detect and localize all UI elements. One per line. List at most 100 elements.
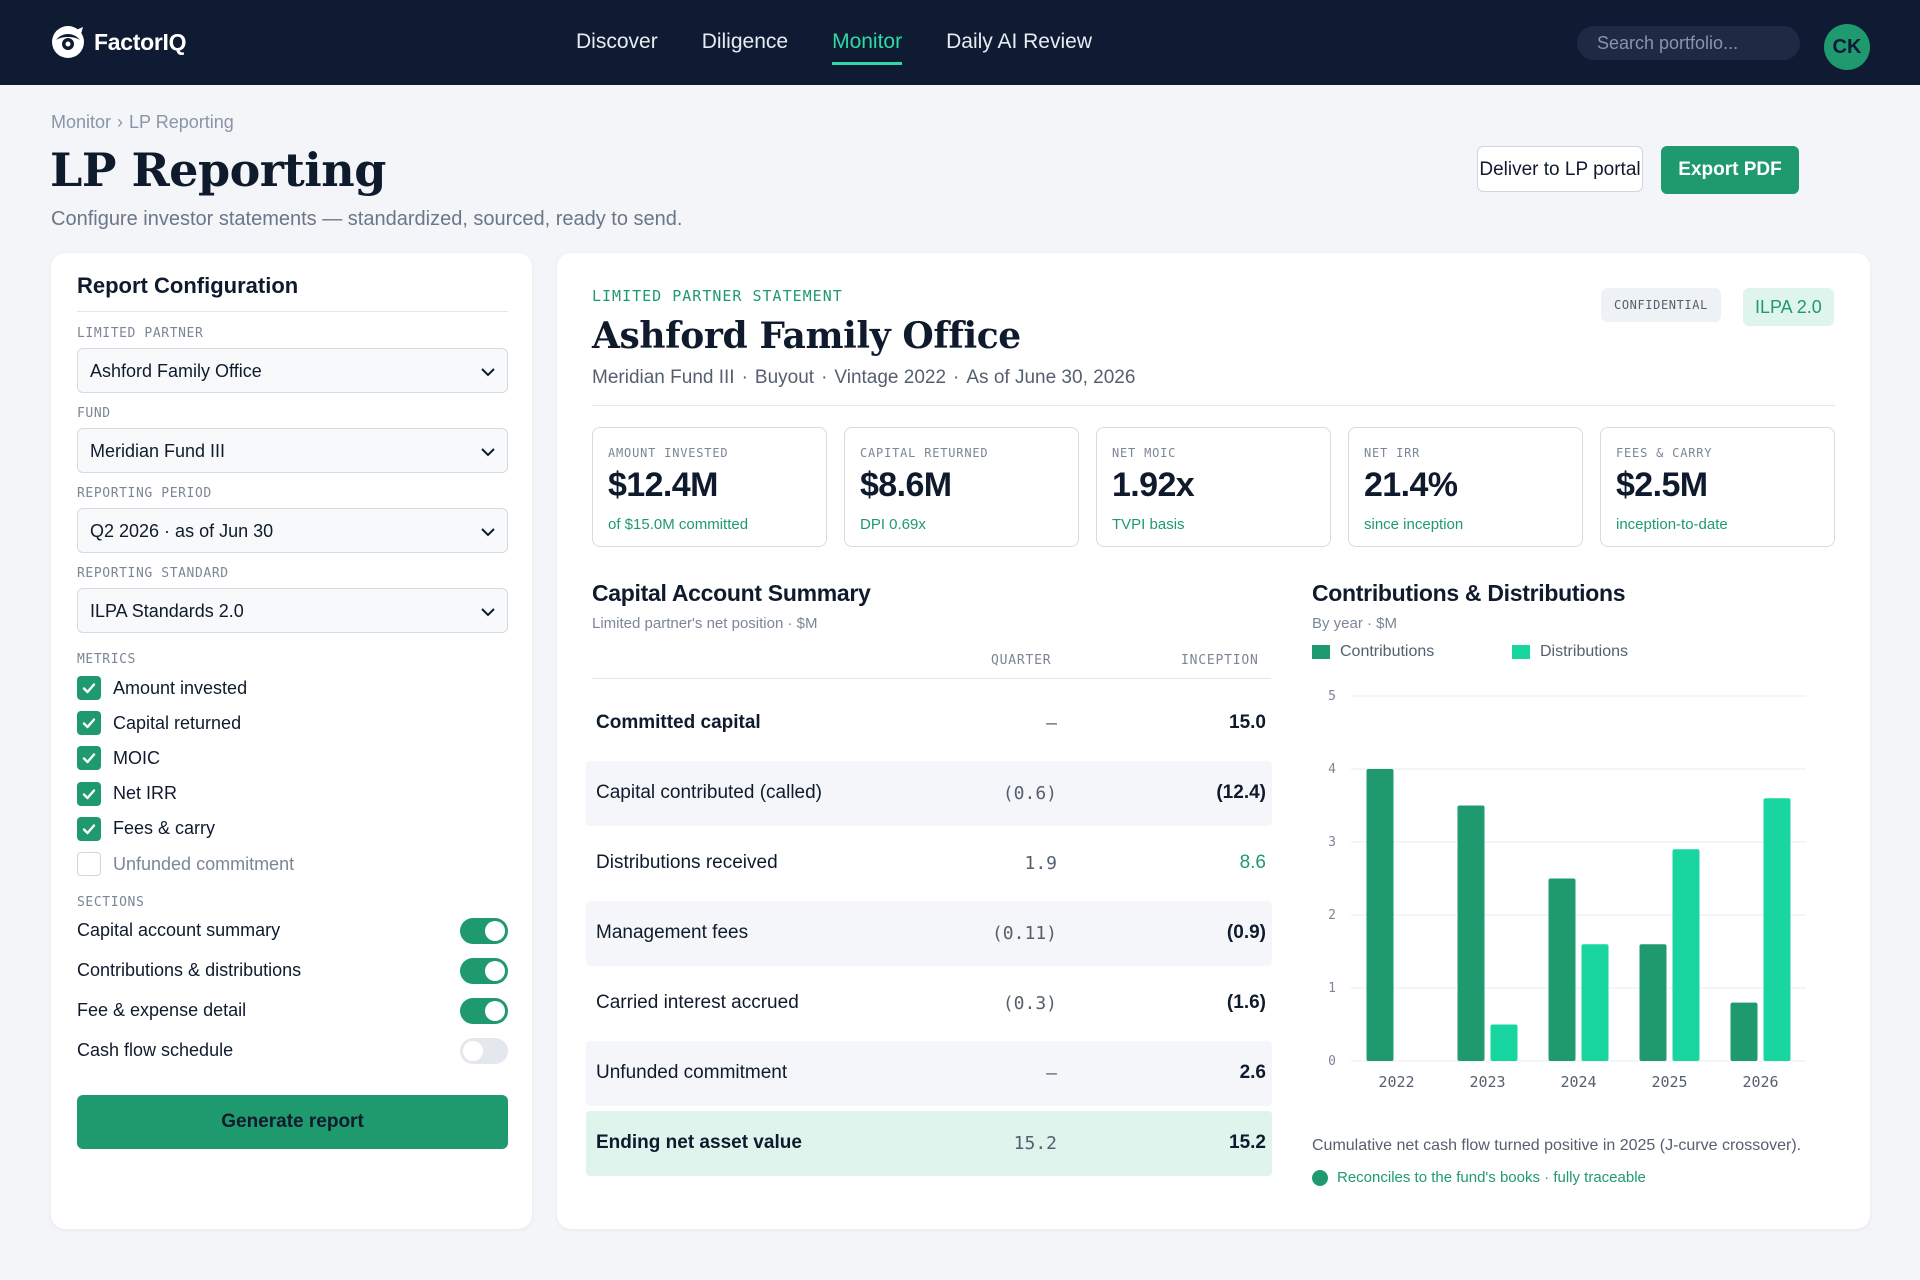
table-row: Distributions received 1.9 8.6 bbox=[586, 831, 1272, 896]
y-tick-label: 3 bbox=[1328, 835, 1336, 850]
section-toggle[interactable] bbox=[460, 958, 508, 984]
check-icon bbox=[82, 753, 96, 764]
cd-chart-title: Contributions & Distributions bbox=[1312, 580, 1626, 606]
brand-logo[interactable]: FactorIQ bbox=[50, 24, 186, 60]
reporting-period-label: REPORTING PERIOD bbox=[77, 486, 212, 501]
section-toggle-row: Cash flow schedule bbox=[77, 1038, 508, 1064]
page-subtitle: Configure investor statements — standard… bbox=[51, 208, 683, 230]
bar-contributions bbox=[1730, 1002, 1758, 1061]
section-toggle[interactable] bbox=[460, 998, 508, 1024]
kpi-sub: TVPI basis bbox=[1112, 516, 1185, 533]
metric-checkbox-row[interactable]: Unfunded commitment bbox=[77, 852, 294, 876]
checkbox-checked[interactable] bbox=[77, 711, 101, 736]
contributions-distributions-chart: 0 1 2 3 4 5 2022 2023 2024 2025 2026 bbox=[1328, 689, 1806, 1091]
legend-label: Distributions bbox=[1540, 643, 1629, 660]
metric-checkbox-row[interactable]: Amount invested bbox=[77, 676, 247, 700]
checkbox-checked[interactable] bbox=[77, 676, 101, 700]
section-toggle[interactable] bbox=[460, 918, 508, 944]
row-label: Ending net asset value bbox=[596, 1132, 802, 1153]
kpi-sub: since inception bbox=[1364, 516, 1464, 533]
limited-partner-select[interactable]: Ashford Family Office bbox=[77, 348, 508, 393]
metric-checkbox-row[interactable]: Net IRR bbox=[77, 781, 177, 806]
reporting-standard-select[interactable]: ILPA Standards 2.0 bbox=[77, 588, 508, 633]
meta-as-of: As of June 30, 2026 bbox=[966, 367, 1136, 388]
chart-note: Cumulative net cash flow turned positive… bbox=[1312, 1137, 1802, 1154]
divider bbox=[592, 405, 1835, 406]
capital-account-title: Capital Account Summary bbox=[592, 580, 871, 606]
search-input[interactable]: Search portfolio... bbox=[1577, 26, 1800, 60]
bar-distributions bbox=[1672, 849, 1700, 1061]
meta-vintage: Vintage 2022 bbox=[834, 367, 947, 388]
limited-partner-value: Ashford Family Office bbox=[90, 361, 262, 381]
user-avatar[interactable]: CK bbox=[1824, 24, 1870, 70]
nav-discover[interactable]: Discover bbox=[576, 30, 658, 53]
reporting-period-value: Q2 2026 · as of Jun 30 bbox=[90, 521, 274, 541]
section-label: Contributions & distributions bbox=[77, 960, 302, 980]
bar-contributions bbox=[1639, 944, 1667, 1061]
bar-distributions bbox=[1763, 798, 1791, 1061]
nav-daily-ai-review[interactable]: Daily AI Review bbox=[946, 30, 1092, 53]
kpi-value: 1.92x bbox=[1112, 466, 1195, 504]
statement-eyebrow: LIMITED PARTNER STATEMENT bbox=[592, 287, 843, 305]
check-icon bbox=[82, 788, 96, 799]
row-quarter-value: (0.6) bbox=[1002, 783, 1057, 804]
x-tick-label: 2025 bbox=[1651, 1073, 1687, 1091]
kpi-sub: inception-to-date bbox=[1616, 516, 1728, 533]
confidential-badge: CONFIDENTIAL bbox=[1601, 288, 1721, 322]
generate-report-button[interactable]: Generate report bbox=[77, 1095, 508, 1149]
col-header-quarter: QUARTER bbox=[991, 653, 1052, 668]
section-toggle[interactable] bbox=[460, 1038, 508, 1064]
fund-select[interactable]: Meridian Fund III bbox=[77, 428, 508, 473]
kpi-value: $12.4M bbox=[608, 466, 718, 504]
metric-label: Capital returned bbox=[113, 712, 242, 733]
section-label: Fee & expense detail bbox=[77, 1000, 247, 1020]
y-tick-label: 5 bbox=[1328, 689, 1336, 704]
row-quarter-value: 15.2 bbox=[1013, 1133, 1057, 1154]
check-icon bbox=[82, 824, 96, 834]
checkbox-checked[interactable] bbox=[77, 746, 101, 771]
statement-lp-name: Ashford Family Office bbox=[592, 315, 1021, 357]
metric-checkbox-row[interactable]: Fees & carry bbox=[77, 816, 215, 841]
bar-distributions bbox=[1490, 1024, 1518, 1061]
reconcile-text: Reconciles to the fund's books · fully t… bbox=[1337, 1169, 1646, 1186]
legend-contributions: Contributions bbox=[1312, 643, 1434, 661]
row-inception-value: 2.6 bbox=[1239, 1062, 1266, 1083]
breadcrumb-separator: › bbox=[117, 112, 124, 132]
y-tick-label: 4 bbox=[1328, 762, 1336, 777]
top-nav: FactorIQ Discover Diligence Monitor Dail… bbox=[0, 0, 1920, 85]
export-pdf-button[interactable]: Export PDF bbox=[1661, 146, 1799, 194]
y-tick-label: 1 bbox=[1328, 981, 1336, 996]
deliver-to-lp-portal-button[interactable]: Deliver to LP portal bbox=[1477, 146, 1643, 192]
kpi-value: 21.4% bbox=[1364, 466, 1458, 504]
kpi-label: NET MOIC bbox=[1112, 446, 1177, 460]
reporting-standard-value: ILPA Standards 2.0 bbox=[90, 601, 244, 621]
x-tick-label: 2024 bbox=[1560, 1073, 1596, 1091]
checkbox-checked[interactable] bbox=[77, 781, 101, 806]
y-tick-label: 2 bbox=[1328, 908, 1336, 923]
breadcrumb-monitor[interactable]: Monitor bbox=[51, 112, 112, 132]
breadcrumb-lp-reporting: LP Reporting bbox=[129, 112, 234, 132]
metric-checkbox-row[interactable]: MOIC bbox=[77, 746, 160, 771]
nav-diligence[interactable]: Diligence bbox=[701, 30, 789, 53]
meta-separator: · bbox=[821, 367, 828, 388]
row-quarter-value: (0.3) bbox=[1002, 993, 1057, 1014]
toggle-knob bbox=[485, 1001, 505, 1021]
kpi-label: CAPITAL RETURNED bbox=[860, 446, 989, 460]
table-row: Unfunded commitment – 2.6 bbox=[586, 1041, 1272, 1106]
checkbox-checked[interactable] bbox=[77, 816, 101, 841]
nav-monitor[interactable]: Monitor bbox=[832, 30, 903, 65]
section-toggle-row: Fee & expense detail bbox=[77, 998, 508, 1024]
meta-strategy: Buyout bbox=[754, 367, 815, 388]
reporting-period-select[interactable]: Q2 2026 · as of Jun 30 bbox=[77, 508, 508, 553]
config-title: Report Configuration bbox=[77, 273, 299, 298]
metric-checkbox-row[interactable]: Capital returned bbox=[77, 711, 242, 736]
metrics-label: METRICS bbox=[77, 652, 136, 667]
col-header-inception: INCEPTION bbox=[1181, 653, 1259, 668]
report-configuration-panel: Report Configuration LIMITED PARTNER Ash… bbox=[51, 253, 532, 1229]
kpi-sub: of $15.0M committed bbox=[608, 516, 749, 533]
toggle-knob bbox=[463, 1041, 483, 1061]
divider bbox=[592, 678, 1271, 679]
metric-label: Unfunded commitment bbox=[113, 853, 295, 874]
bar-contributions bbox=[1366, 769, 1394, 1061]
checkbox-unchecked[interactable] bbox=[77, 852, 101, 876]
